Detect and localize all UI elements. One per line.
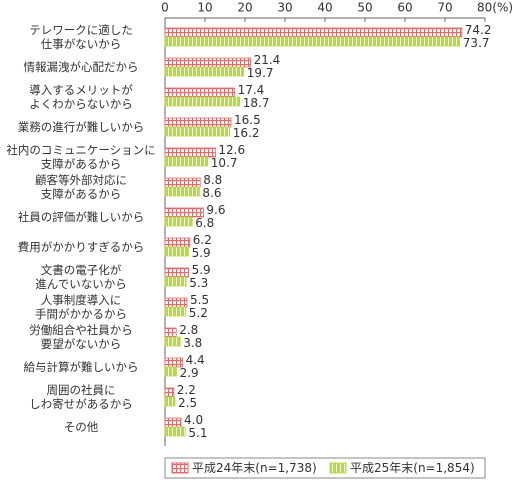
category-label: 周囲の社員に しわ寄せがあるから [29,383,133,411]
bar [164,237,191,248]
value-label: 3.8 [183,336,202,350]
x-tick-label: 20 [237,1,252,15]
value-label: 10.7 [211,156,238,170]
category-label: 社員の評価が難しいから [17,210,145,224]
x-tick-label: 40 [317,1,332,15]
bar [164,366,177,377]
value-label: 16.2 [233,126,260,140]
value-label: 17.4 [238,83,265,97]
category-label: 顧客等外部対応に 支障があるから [35,173,127,201]
value-label: 8.8 [203,173,222,187]
x-tick-label: 30 [277,1,292,15]
x-tick-label: 80(%) [477,1,513,15]
category-label: 給与計算が難しいから [23,360,139,374]
value-label: 12.6 [218,143,245,157]
bar [164,336,181,347]
category-label: その他 [63,420,99,434]
bar [164,117,232,128]
value-label: 4.4 [186,353,205,367]
x-tick-label: 60 [397,1,412,15]
x-tick-label: 70 [437,1,452,15]
value-label: 73.7 [463,36,490,50]
bar [164,216,193,227]
bar [164,246,190,257]
value-label: 2.2 [177,383,196,397]
value-label: 5.5 [190,293,209,307]
legend-box [164,457,486,479]
bar [164,327,177,338]
value-label: 2.5 [178,396,197,410]
value-label: 5.9 [192,246,211,260]
bar [164,396,176,407]
bar [164,126,231,137]
value-label: 5.9 [192,263,211,277]
value-label: 6.8 [195,216,214,230]
bar [164,147,216,158]
bar [164,276,187,287]
bar [164,177,201,188]
value-label: 5.2 [189,306,208,320]
category-label: 社内のコミュニケーションに 支障があるから [6,143,156,171]
bar [164,96,241,107]
bar [164,156,209,167]
x-tick-label: 10 [197,1,212,15]
value-label: 6.2 [193,233,212,247]
value-label: 16.5 [234,113,261,127]
legend-label: 平成25年末(n=1,854) [350,461,475,475]
value-label: 21.4 [254,53,281,67]
bar [164,66,245,77]
bar [164,186,200,197]
category-label: 導入するメリットが よくわからないから [29,83,133,111]
value-label: 9.6 [206,203,225,217]
value-label: 2.8 [179,323,198,337]
value-label: 74.2 [465,23,492,37]
category-label: 業務の進行が難しいから [17,120,145,134]
value-label: 18.7 [243,96,270,110]
value-label: 5.1 [188,426,207,440]
bar [164,36,461,47]
bar [164,267,190,278]
category-label: テレワークに適した 仕事がないから [29,23,133,51]
bar [164,27,463,38]
bar [164,417,182,428]
bar [164,57,251,68]
bar [164,387,175,398]
bar [164,297,188,308]
category-label: 文書の電子化が 進んでいないから [35,263,127,291]
x-tick-label: 0 [161,1,169,15]
legend-swatch [171,462,189,474]
category-label: 人事制度導入に 手間がかかるから [35,293,127,321]
value-label: 4.0 [184,413,203,427]
category-label: 労働組合や社員から 要望がないから [29,323,133,351]
category-label: 情報漏洩が心配だから [23,60,139,74]
bar [164,426,186,437]
value-label: 8.6 [202,186,221,200]
legend-swatch [329,462,347,474]
value-label: 5.3 [189,276,208,290]
value-label: 19.7 [247,66,274,80]
bar [164,87,235,98]
category-label: 費用がかかりすぎるから [17,240,145,254]
value-label: 2.9 [180,366,199,380]
x-tick-label: 50 [357,1,372,15]
legend-label: 平成24年末(n=1,738) [192,461,317,475]
bar [164,306,187,317]
